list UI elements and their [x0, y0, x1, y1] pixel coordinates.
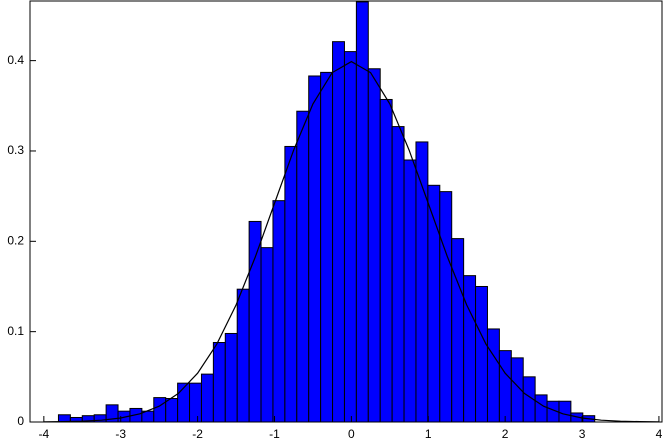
bar	[296, 110, 310, 423]
x-tick-label: 1	[425, 427, 432, 441]
bar	[212, 341, 226, 423]
bar	[439, 191, 453, 423]
bar	[367, 68, 381, 423]
bar	[379, 98, 393, 423]
x-tick-label: 4	[656, 427, 663, 441]
bar	[427, 184, 441, 423]
x-tick-label: -2	[192, 427, 203, 441]
bar	[403, 159, 417, 423]
x-tick-label: -1	[269, 427, 280, 441]
bar	[415, 141, 429, 423]
y-tick-label: 0.1	[7, 324, 24, 338]
x-tick-label: -4	[39, 427, 50, 441]
y-tick-label: 0.3	[7, 143, 24, 157]
bar	[177, 382, 191, 423]
density-curve	[43, 60, 659, 423]
bar	[558, 400, 572, 423]
bar	[236, 288, 250, 423]
bar	[486, 328, 500, 423]
bar	[343, 51, 357, 423]
x-tick-label: 3	[579, 427, 586, 441]
bar	[284, 145, 298, 423]
bar	[248, 220, 262, 423]
bar	[332, 41, 345, 423]
x-tick-label: 2	[502, 427, 509, 441]
bar	[260, 247, 274, 423]
bar	[320, 71, 334, 423]
y-tick-label: 0.4	[7, 53, 24, 67]
x-tick-label: 0	[348, 427, 355, 441]
y-tick-label: 0.2	[7, 233, 24, 247]
bar	[153, 397, 167, 423]
bar	[451, 238, 465, 423]
bar	[463, 275, 477, 423]
bar	[224, 332, 238, 423]
bar	[200, 373, 214, 423]
bar	[189, 382, 202, 423]
bar	[391, 126, 405, 423]
bar	[475, 285, 488, 423]
bar	[272, 200, 286, 423]
bar	[308, 75, 322, 423]
y-tick-label: 0	[17, 414, 24, 428]
x-tick-label: -3	[115, 427, 126, 441]
bar	[498, 350, 512, 423]
bar	[165, 398, 179, 423]
bar	[534, 394, 548, 423]
